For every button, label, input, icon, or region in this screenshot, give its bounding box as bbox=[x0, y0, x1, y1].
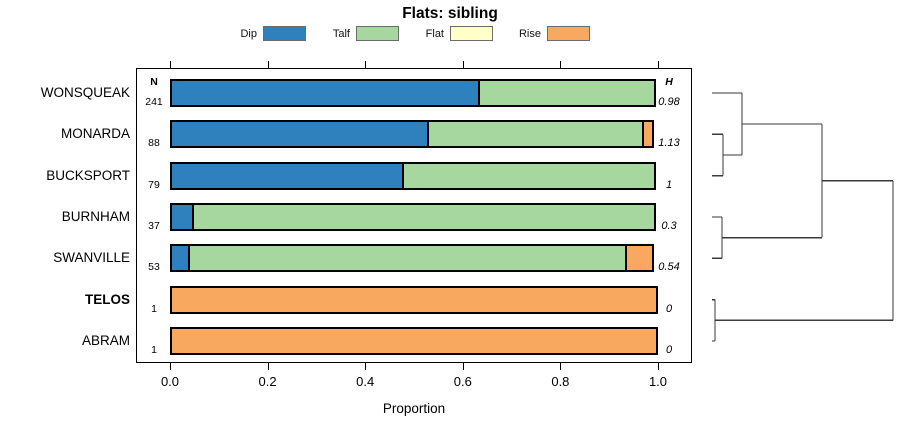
x-tick-label: 0.4 bbox=[356, 374, 375, 389]
y-axis-label: TELOS bbox=[84, 291, 130, 307]
y-axis-label: ABRAM bbox=[81, 332, 130, 348]
bar-segment-dip bbox=[170, 202, 194, 231]
n-value: 1 bbox=[151, 302, 157, 315]
y-axis-label: WONSQUEAK bbox=[40, 85, 130, 100]
bar-row bbox=[170, 244, 654, 273]
bar-segment-rise bbox=[642, 120, 654, 149]
y-axis-label: SWANVILLE bbox=[53, 250, 130, 266]
x-tick-label: 1.0 bbox=[648, 374, 668, 389]
legend-item-rise: Rise bbox=[481, 26, 590, 41]
bar-segment-talf bbox=[478, 79, 656, 107]
n-value: 79 bbox=[148, 178, 160, 191]
y-axis-label: MONARDA bbox=[60, 126, 130, 142]
h-column-header: H bbox=[665, 76, 673, 88]
x-tick-top bbox=[658, 61, 659, 68]
legend-swatch-dip bbox=[263, 26, 306, 41]
n-value: 37 bbox=[148, 219, 160, 232]
h-value: 0.54 bbox=[658, 261, 680, 274]
h-value: 0 bbox=[665, 302, 673, 315]
x-tick-bottom bbox=[560, 363, 562, 370]
h-value: 0.3 bbox=[661, 219, 677, 232]
y-axis-label: BUCKSPORT bbox=[46, 167, 130, 183]
legend-swatch-rise bbox=[547, 26, 590, 41]
n-column-header: N bbox=[150, 76, 158, 88]
bar-segment-dip bbox=[170, 79, 480, 107]
x-tick-label: 0.6 bbox=[453, 374, 472, 389]
legend-label: Flat bbox=[425, 27, 444, 40]
x-tick-top bbox=[365, 61, 367, 68]
n-value: 1 bbox=[151, 343, 157, 356]
bar-segment-dip bbox=[170, 161, 404, 190]
x-tick-bottom bbox=[658, 363, 659, 370]
bar-row bbox=[170, 161, 656, 190]
bar-row bbox=[170, 285, 658, 314]
x-tick-top bbox=[267, 61, 269, 68]
legend-label: Talf bbox=[332, 27, 350, 40]
h-value: 1.13 bbox=[658, 137, 680, 150]
n-value: 241 bbox=[145, 96, 163, 108]
chart-title: Flats: sibling bbox=[402, 5, 498, 22]
plot-area bbox=[136, 68, 692, 363]
x-tick-bottom bbox=[462, 363, 464, 370]
n-value: 53 bbox=[148, 261, 160, 274]
legend-item-dip: Dip bbox=[197, 26, 306, 41]
x-tick-top bbox=[462, 61, 464, 68]
bar-segment-dip bbox=[170, 120, 429, 149]
legend-label: Rise bbox=[518, 27, 541, 40]
bar-row bbox=[170, 79, 656, 107]
bar-segment-talf bbox=[427, 120, 644, 149]
x-axis-title: Proportion bbox=[382, 401, 446, 416]
legend-swatch-flat bbox=[450, 26, 493, 41]
bar-segment-rise bbox=[625, 244, 654, 273]
bar-segment-rise bbox=[170, 285, 658, 314]
h-value: 1 bbox=[665, 178, 673, 191]
legend-item-flat: Flat bbox=[384, 26, 493, 41]
legend-label: Dip bbox=[240, 27, 257, 40]
h-value: 0.98 bbox=[658, 96, 680, 108]
legend-swatch-talf bbox=[356, 26, 399, 41]
x-tick-label: 0.2 bbox=[258, 374, 277, 389]
n-value: 88 bbox=[148, 137, 160, 150]
bar-segment-talf bbox=[192, 202, 656, 231]
x-tick-label: 0.8 bbox=[551, 374, 570, 389]
bar-segment-talf bbox=[402, 161, 656, 190]
x-tick-bottom bbox=[170, 363, 171, 370]
y-axis-label: BURNHAM bbox=[61, 208, 130, 224]
bar-segment-rise bbox=[170, 326, 658, 355]
bar-row bbox=[170, 120, 654, 149]
x-tick-label: 0.0 bbox=[160, 374, 180, 389]
bar-row bbox=[170, 326, 658, 355]
h-value: 0 bbox=[665, 343, 673, 356]
x-tick-top bbox=[170, 61, 171, 68]
legend-item-talf: Talf bbox=[290, 26, 399, 41]
x-tick-bottom bbox=[267, 363, 269, 370]
bar-segment-talf bbox=[188, 244, 627, 273]
x-tick-top bbox=[560, 61, 562, 68]
bar-row bbox=[170, 202, 656, 231]
x-tick-bottom bbox=[365, 363, 367, 370]
